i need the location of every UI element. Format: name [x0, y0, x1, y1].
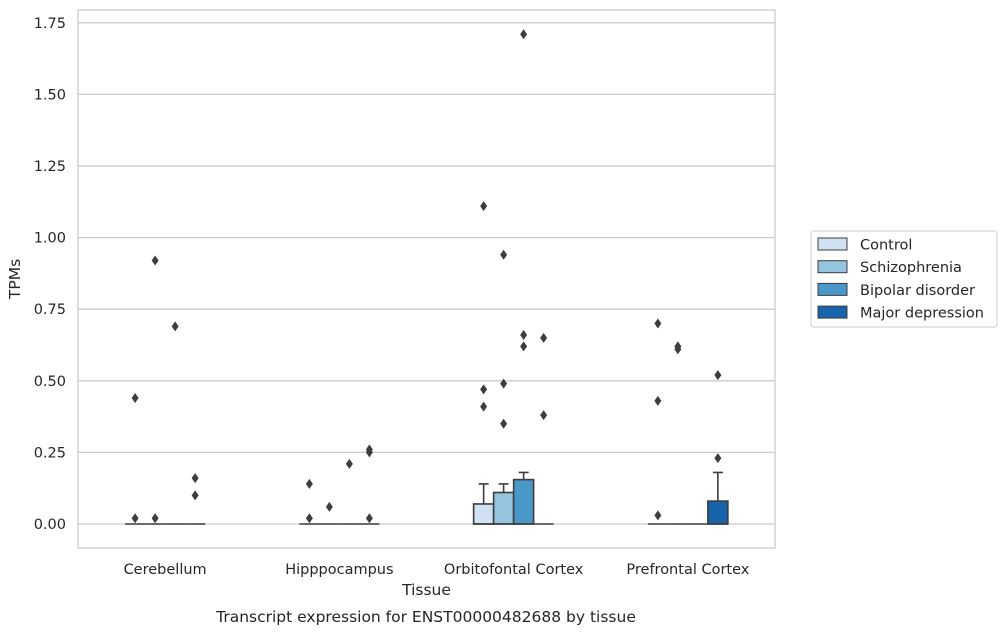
- y-tick-label: 1.75: [34, 16, 66, 32]
- legend-swatch: [817, 260, 848, 274]
- box: [512, 478, 535, 525]
- y-axis-label: TPMs: [6, 259, 24, 300]
- x-tick-label: Cerebellum: [124, 562, 207, 578]
- outlier-point: [540, 410, 548, 421]
- outlier-point: [674, 344, 682, 355]
- box-2-2: [512, 471, 535, 525]
- x-tick-labels: Cerebellum Hipppocampus Orbitofontal Corte…: [124, 562, 750, 578]
- outlier-layer: [131, 29, 722, 524]
- outlier-point: [654, 318, 662, 329]
- legend: Control Schizophrenia Bipolar disorder Majo…: [810, 230, 998, 328]
- outlier-point: [480, 401, 488, 412]
- legend-swatch: [817, 305, 848, 319]
- outlier-point: [654, 510, 662, 521]
- box: [492, 491, 515, 525]
- outlier-point: [714, 370, 722, 381]
- y-tick-label: 0.50: [34, 374, 66, 390]
- x-axis-label: Tissue: [401, 581, 451, 599]
- outlier-point: [480, 384, 488, 395]
- legend-label: Bipolar disorder: [860, 283, 975, 299]
- y-tick-label: 0.00: [34, 517, 66, 533]
- x-tick-label: Prefrontal Cortex: [626, 562, 749, 578]
- legend-swatch: [817, 237, 848, 251]
- x-tick-label: Hipppocampus: [285, 562, 393, 578]
- x-tick-label: Orbitofontal Cortex: [444, 562, 584, 578]
- outlier-point: [520, 329, 528, 340]
- legend-label: Control: [860, 238, 912, 254]
- outlier-point: [500, 378, 508, 389]
- outlier-point: [305, 478, 313, 489]
- outlier-point: [365, 447, 373, 458]
- outlier-point: [191, 473, 199, 484]
- outlier-point: [654, 395, 662, 406]
- outlier-point: [365, 513, 373, 524]
- outlier-point: [191, 490, 199, 501]
- box: [472, 503, 495, 525]
- y-tick-label: 1.00: [34, 231, 66, 247]
- outlier-point: [500, 249, 508, 260]
- legend-frame: [810, 230, 998, 328]
- y-tick-label: 0.75: [34, 302, 66, 318]
- outlier-point: [171, 321, 179, 332]
- outlier-point: [151, 513, 159, 524]
- outlier-point: [714, 453, 722, 464]
- outlier-point: [520, 341, 528, 352]
- plot-area-frame: [77, 9, 776, 549]
- outlier-point: [131, 513, 139, 524]
- gridlines: [78, 22, 775, 525]
- box-3-3: [707, 471, 729, 525]
- box-2-0: [472, 483, 495, 525]
- outlier-point: [305, 513, 313, 524]
- box: [707, 500, 729, 525]
- box-2-1: [492, 483, 515, 525]
- outlier-point: [540, 332, 548, 343]
- outlier-point: [151, 255, 159, 266]
- box-layer: [125, 471, 729, 525]
- outlier-point: [345, 458, 353, 469]
- legend-swatch: [817, 282, 848, 296]
- y-tick-label: 0.25: [34, 445, 66, 461]
- legend-label: Major depression: [860, 306, 984, 322]
- outlier-point: [500, 418, 508, 429]
- chart-caption: Transcript expression for ENST0000048268…: [215, 608, 636, 626]
- outlier-point: [520, 29, 528, 40]
- outlier-point: [480, 201, 488, 212]
- outlier-point: [325, 501, 333, 512]
- y-tick-labels: 0.00 0.25 0.50 0.75 1.00 1.25 1.50 1.75: [34, 16, 66, 533]
- outlier-point: [131, 392, 139, 403]
- y-tick-label: 1.25: [34, 159, 66, 175]
- y-tick-label: 1.50: [34, 87, 66, 103]
- legend-label: Schizophrenia: [860, 260, 962, 276]
